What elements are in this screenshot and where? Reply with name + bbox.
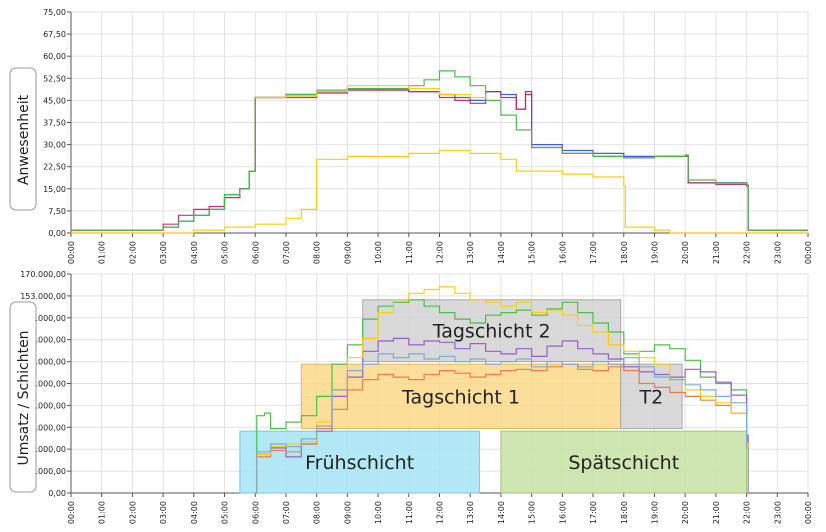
shift-label: Tagschicht 1: [401, 386, 520, 408]
y-tick-label: 45,00: [43, 96, 66, 105]
y-tick-label: 17.000,00: [25, 467, 66, 476]
shift-label: Tagschicht 2: [432, 321, 551, 343]
x-tick-label: 07:00: [282, 241, 291, 264]
x-tick-label: 03:00: [159, 501, 168, 524]
x-tick-label: 01:00: [98, 501, 107, 524]
x-tick-label: 04:00: [190, 241, 199, 264]
series-line: [71, 149, 808, 234]
y-tick-label: 37,50: [43, 119, 66, 128]
x-tick-label: 21:00: [712, 501, 721, 524]
top-ylabel: Anwesenheit: [16, 94, 32, 185]
x-tick-label: 06:00: [251, 241, 260, 264]
y-tick-label: 68.000,00: [25, 401, 66, 410]
x-tick-label: 20:00: [681, 241, 690, 264]
x-tick-label: 12:00: [436, 501, 445, 524]
x-tick-label: 11:00: [405, 501, 414, 524]
shift-block: [300, 363, 622, 430]
x-tick-label: 04:00: [190, 501, 199, 524]
x-tick-label: 21:00: [712, 241, 721, 264]
x-tick-label: 05:00: [221, 501, 230, 524]
x-tick-label: 23:00: [773, 501, 782, 524]
y-tick-label: 0,00: [48, 229, 66, 238]
x-tick-label: 05:00: [221, 241, 230, 264]
y-tick-label: 52,50: [43, 74, 66, 83]
series-line: [255, 299, 749, 494]
x-tick-label: 09:00: [343, 501, 352, 524]
series-line: [71, 70, 808, 231]
x-tick-label: 13:00: [466, 501, 475, 524]
x-tick-label: 23:00: [773, 241, 782, 264]
y-tick-label: 102.000,00: [20, 358, 66, 367]
x-tick-label: 19:00: [650, 501, 659, 524]
x-tick-label: 10:00: [374, 501, 383, 524]
y-tick-label: 0,00: [48, 489, 66, 498]
x-tick-label: 00:00: [67, 241, 76, 264]
x-tick-label: 14:00: [497, 241, 506, 264]
y-tick-label: 22,50: [43, 163, 66, 172]
x-tick-label: 20:00: [681, 501, 690, 524]
x-tick-label: 22:00: [743, 241, 752, 264]
x-tick-label: 18:00: [620, 241, 629, 264]
y-tick-label: 119.000,00: [20, 336, 66, 345]
x-tick-label: 09:00: [343, 241, 352, 264]
y-tick-label: 34.000,00: [25, 445, 66, 454]
shift-label: Frühschicht: [305, 452, 414, 474]
y-tick-label: 153.000,00: [20, 292, 66, 301]
x-tick-label: 11:00: [405, 241, 414, 264]
x-tick-label: 07:00: [282, 501, 291, 524]
x-tick-label: 15:00: [528, 501, 537, 524]
shift-block: [620, 363, 683, 430]
y-tick-label: 51.000,00: [25, 423, 66, 432]
attendance-chart: 0,00 7,50 15,00 22,50 30,00 37,50 45,00 52,50 60…: [43, 8, 813, 264]
bottom-ylabel: Umsatz / Schichten: [16, 330, 32, 465]
x-tick-label: 02:00: [128, 501, 137, 524]
x-tick-label: 16:00: [558, 241, 567, 264]
x-tick-label: 01:00: [98, 241, 107, 264]
x-tick-label: 06:00: [251, 501, 260, 524]
x-tick-label: 18:00: [620, 501, 629, 524]
shift-label: Spätschicht: [568, 452, 679, 474]
series-line: [255, 353, 749, 494]
shift-label: T2: [639, 386, 664, 408]
y-tick-label: 85.000,00: [25, 380, 66, 389]
x-tick-label: 08:00: [313, 241, 322, 264]
revenue-shift-chart: 0,00 17.000,00 34.000,00 51.000,00 68.000,00…: [20, 270, 813, 524]
top-ylabel-box: Anwesenheit: [9, 67, 37, 211]
shift-block: [500, 430, 748, 494]
x-tick-label: 02:00: [128, 241, 137, 264]
x-tick-label: 12:00: [436, 241, 445, 264]
y-tick-label: 67,50: [43, 30, 66, 39]
x-tick-label: 13:00: [466, 241, 475, 264]
x-tick-label: 17:00: [589, 241, 598, 264]
x-tick-label: 10:00: [374, 241, 383, 264]
x-tick-label: 15:00: [528, 241, 537, 264]
x-tick-label: 03:00: [159, 241, 168, 264]
x-tick-label: 00:00: [804, 501, 813, 524]
x-tick-label: 00:00: [804, 241, 813, 264]
x-tick-label: 16:00: [558, 501, 567, 524]
y-tick-label: 136.000,00: [20, 314, 66, 323]
y-tick-label: 15,00: [43, 185, 66, 194]
y-tick-label: 30,00: [43, 141, 66, 150]
x-tick-label: 19:00: [650, 241, 659, 264]
y-tick-label: 170.000,00: [20, 270, 66, 279]
x-tick-label: 17:00: [589, 501, 598, 524]
x-tick-label: 22:00: [743, 501, 752, 524]
y-tick-label: 60,00: [43, 52, 66, 61]
y-tick-label: 7,50: [48, 207, 66, 216]
y-tick-label: 75,00: [43, 8, 66, 17]
x-tick-label: 14:00: [497, 501, 506, 524]
x-tick-label: 08:00: [313, 501, 322, 524]
bottom-ylabel-box: Umsatz / Schichten: [9, 301, 37, 493]
x-tick-label: 00:00: [67, 501, 76, 524]
series-line: [255, 85, 487, 99]
shift-block: [239, 430, 480, 494]
